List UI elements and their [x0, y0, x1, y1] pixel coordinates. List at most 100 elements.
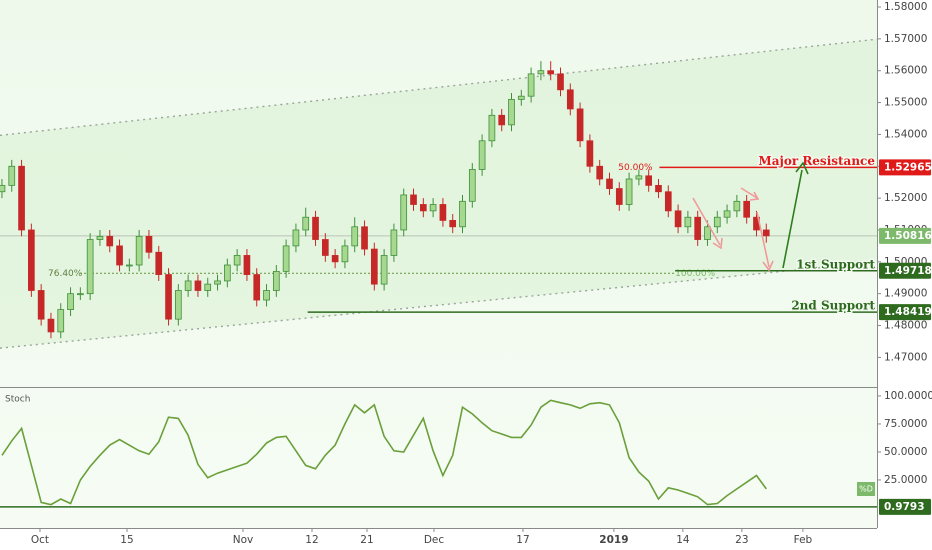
arrow-head: [795, 161, 809, 175]
candle-body: [145, 235, 153, 253]
fib-label: 100.00%: [675, 269, 715, 279]
candle-body: [86, 239, 94, 295]
candle-body: [8, 165, 16, 186]
candle-body: [361, 226, 368, 250]
x-tick-label: 21: [360, 534, 373, 546]
candle-body: [557, 73, 564, 91]
candle-body: [253, 274, 261, 301]
y-tick-label: 1.52000: [884, 192, 927, 204]
candle-body: [694, 216, 702, 240]
candle-body: [312, 216, 319, 240]
stoch-tick-label: 75.0000: [884, 418, 927, 430]
y-tick-label: 1.56000: [884, 65, 927, 77]
candle-body: [126, 264, 133, 267]
x-tick-label: 15: [120, 534, 133, 546]
price-tag-label: 1.49718: [884, 265, 932, 277]
candle-body: [380, 255, 388, 285]
candle-body: [723, 210, 731, 218]
stoch-tick-label: 100.0000: [884, 390, 932, 402]
candle-body: [18, 165, 25, 231]
candle-body: [664, 191, 672, 212]
candle-body: [204, 283, 212, 291]
candle-body: [527, 73, 535, 97]
stoch-legend: %D: [859, 485, 873, 494]
level-name: 2nd Support: [791, 299, 875, 313]
candle-body: [547, 70, 555, 75]
price-tag-label: 1.52965: [884, 161, 932, 173]
stoch-title: Stoch: [5, 395, 30, 405]
candle-body: [743, 200, 751, 218]
candle-body: [684, 216, 692, 228]
price-tag-label: 1.48419: [884, 306, 932, 318]
candle-body: [77, 293, 84, 296]
x-tick-label: 23: [735, 534, 748, 546]
x-tick-label: 17: [516, 534, 529, 546]
candle-body: [498, 114, 506, 126]
time-axis-background: [0, 528, 877, 550]
price-tag: [879, 262, 931, 279]
level-name: Major Resistance: [758, 154, 875, 168]
y-tick-label: 1.55000: [884, 97, 927, 109]
candle-body: [331, 255, 339, 263]
y-tick-label: 1.58000: [884, 1, 927, 13]
candle-body: [576, 108, 584, 142]
stoch-tick-label: 25.0000: [884, 474, 927, 486]
candle-body: [243, 255, 251, 275]
fib-label: 50.00%: [618, 163, 653, 173]
candle-body: [282, 245, 290, 272]
candle-body: [67, 293, 74, 310]
pattern-arrow: [756, 211, 774, 272]
candle-body: [537, 70, 545, 75]
candle-body: [596, 165, 604, 180]
channel-fill: [0, 39, 877, 349]
candle-body: [370, 248, 378, 285]
fib-label: 76.40%: [48, 269, 83, 279]
candle-body: [586, 140, 594, 167]
candle-body: [135, 235, 143, 266]
candle-body: [194, 280, 202, 291]
candle-body: [47, 318, 55, 333]
candle-body: [478, 140, 486, 170]
candle-body: [390, 229, 398, 256]
candle-body: [429, 204, 437, 212]
candle-body: [704, 226, 711, 240]
candle-body: [351, 226, 359, 247]
candle-body: [645, 175, 653, 186]
candle-body: [655, 184, 662, 193]
stoch-level-label: 0.9793: [884, 501, 925, 513]
candle-body: [419, 204, 427, 212]
x-tick-label: 2019: [599, 534, 628, 546]
projection-arrow: [782, 169, 803, 269]
stoch-line: [1, 399, 767, 506]
candle-body: [233, 255, 241, 266]
y-tick-label: 1.49000: [884, 288, 927, 300]
candle-body: [635, 175, 643, 180]
pattern-arrow: [740, 187, 760, 201]
candle-body: [165, 274, 172, 320]
candle-body: [606, 178, 613, 189]
candle-body: [341, 245, 349, 263]
candle-body: [0, 184, 6, 193]
price-tag-label: 1.50816: [884, 230, 932, 242]
x-tick-label: Oct: [31, 534, 49, 546]
level-name: 1st Support: [796, 257, 875, 271]
candle-body: [449, 220, 457, 228]
candle-body: [223, 264, 231, 282]
candle-body: [96, 235, 104, 240]
candle-body: [214, 280, 221, 285]
price-tag: [879, 227, 931, 244]
candle-body: [155, 251, 163, 275]
candle-body: [488, 114, 496, 142]
candle-body: [733, 200, 741, 212]
candle-body: [263, 290, 270, 301]
candle-body: [713, 216, 721, 228]
candle-body: [410, 194, 417, 205]
candle-body: [272, 270, 280, 291]
candle-body: [184, 280, 192, 291]
candle-body: [615, 188, 623, 205]
candle-body: [292, 229, 300, 247]
stoch-level-tag: [879, 498, 931, 515]
stoch-legend-box: [857, 482, 875, 496]
